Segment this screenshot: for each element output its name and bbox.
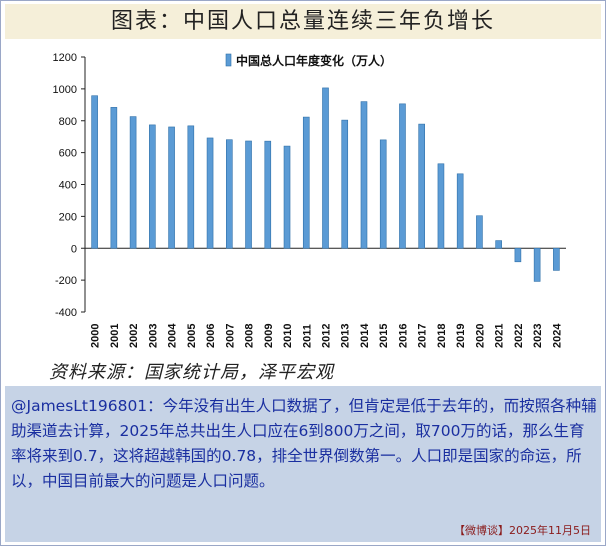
bar-2011 (302, 116, 310, 249)
x-tick-label-2010: 2010 (282, 324, 294, 348)
bar-2024 (553, 247, 560, 271)
bar-2000 (91, 95, 98, 249)
comment-box: @JamesLt196801：今年没有出生人口数据了，但肯定是低于去年的，而按照… (5, 386, 601, 542)
x-tick-label-2011: 2011 (301, 324, 313, 348)
x-tick-label-2008: 2008 (244, 324, 256, 348)
credit-line: 【微博谈】2025年11月5日 (454, 524, 591, 537)
bar-2009 (264, 140, 272, 249)
bar-2004 (168, 126, 175, 249)
legend-swatch (225, 53, 232, 67)
y-tick-label: 600 (59, 148, 77, 160)
comment-text: @JamesLt196801：今年没有出生人口数据了，但肯定是低于去年的，而按照… (11, 397, 597, 490)
legend-label: 中国总人口年度变化（万人） (236, 53, 392, 68)
x-tick-label-2014: 2014 (359, 323, 371, 348)
x-tick-label-2009: 2009 (263, 324, 275, 348)
x-tick-label-2019: 2019 (455, 324, 467, 348)
chart-title: 图表：中国人口总量连续三年负增长 (110, 9, 495, 34)
chart-area: -400 -200 0 200 400 600 800 1000 1200 2000 2001 200… (5, 39, 601, 357)
bar-2007 (226, 139, 233, 249)
x-tick-label-2022: 2022 (513, 324, 525, 348)
bar-2018 (437, 163, 445, 249)
bar-2022 (514, 247, 522, 263)
bar-2016 (399, 103, 406, 249)
y-tick-label: 0 (71, 243, 77, 255)
y-tick-label: -400 (55, 307, 77, 319)
bar-2010 (283, 145, 291, 249)
source-note: 资料来源：国家统计局，泽平宏观 (49, 362, 334, 383)
x-tick-label-2023: 2023 (532, 324, 544, 348)
y-tick-label: 1000 (53, 84, 77, 96)
bar-2015 (379, 139, 387, 249)
x-tick-label-2021: 2021 (494, 324, 506, 348)
x-tick-label-2005: 2005 (186, 324, 198, 348)
x-tick-label-2013: 2013 (340, 324, 352, 348)
bar-2003 (149, 124, 156, 249)
bar-2019 (456, 173, 464, 249)
y-tick-label: 800 (59, 116, 77, 128)
x-tick-label-2015: 2015 (378, 324, 390, 348)
x-tick-label-2004: 2004 (167, 323, 179, 348)
x-tick-label-2020: 2020 (474, 324, 486, 348)
x-tick-label-2002: 2002 (128, 324, 140, 348)
x-tick-label-2003: 2003 (147, 324, 159, 348)
bar-2002 (129, 116, 137, 249)
x-tick-label-2012: 2012 (321, 324, 333, 348)
x-tick-label-2024: 2024 (551, 323, 563, 348)
bar-2001 (110, 107, 118, 249)
bar-2023 (533, 247, 541, 282)
y-tick-label: 200 (59, 211, 77, 223)
bar-2013 (341, 119, 349, 249)
y-tick-label: -200 (55, 275, 77, 287)
x-tick-label-2018: 2018 (436, 324, 448, 348)
bar-2021 (495, 240, 502, 249)
y-tick-label: 400 (59, 180, 77, 192)
x-tick-label-2007: 2007 (224, 324, 236, 348)
x-tick-label-2016: 2016 (397, 324, 409, 348)
bar-chart: -400 -200 0 200 400 600 800 1000 1200 2000 2001 200… (53, 52, 566, 348)
bar-2008 (245, 140, 252, 249)
bar-2020 (476, 215, 483, 249)
y-tick-label: 1200 (53, 52, 77, 64)
title-bar: 图表：中国人口总量连续三年负增长 (5, 4, 601, 39)
bar-2014 (360, 101, 368, 249)
x-tick-label-2006: 2006 (205, 324, 217, 348)
bar-2017 (418, 123, 426, 249)
bar-2006 (206, 137, 214, 249)
bar-2012 (322, 87, 329, 249)
x-tick-label-2001: 2001 (109, 324, 121, 348)
x-tick-label-2017: 2017 (417, 324, 429, 348)
bar-2005 (187, 125, 195, 249)
x-tick-label-2000: 2000 (90, 324, 102, 348)
